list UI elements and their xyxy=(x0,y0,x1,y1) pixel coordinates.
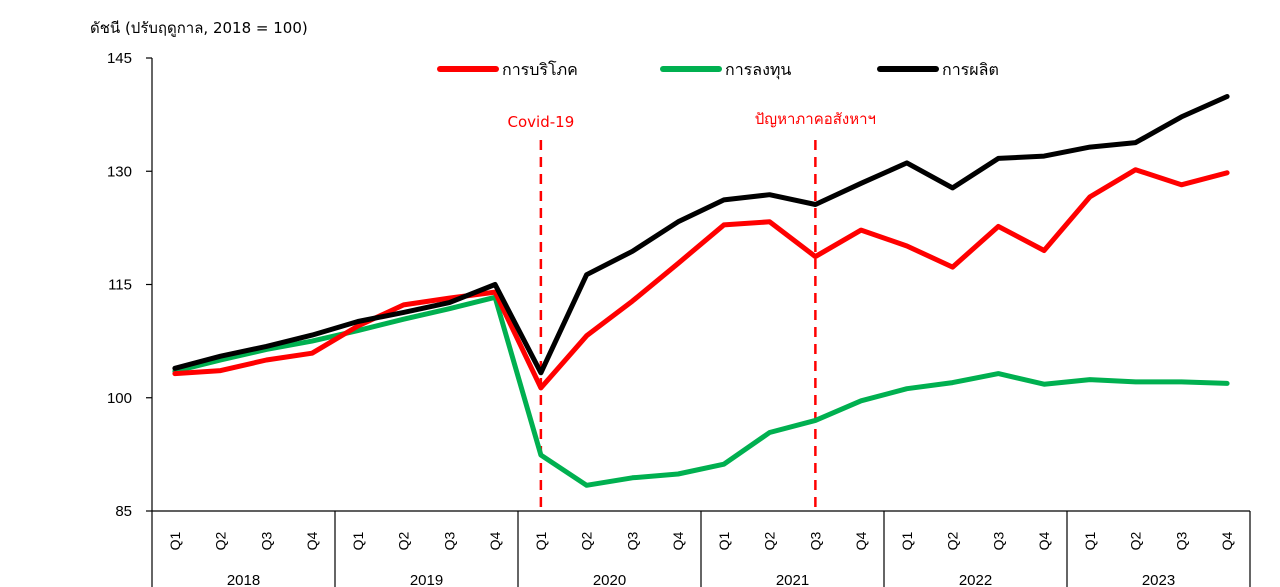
annotation-label: ปัญหาภาคอสังหาฯ xyxy=(755,110,876,128)
y-tick-label: 145 xyxy=(107,50,132,67)
series-line xyxy=(172,294,1230,488)
x-tick-label-quarter: Q2 xyxy=(945,531,961,550)
x-tick-label-year: 2019 xyxy=(410,572,443,587)
x-tick-label-quarter: Q4 xyxy=(1036,531,1052,550)
x-tick-label-quarter: Q2 xyxy=(213,531,229,550)
annotation-label: Covid-19 xyxy=(508,113,575,131)
x-tick-label-quarter: Q1 xyxy=(1082,531,1098,550)
x-tick-label-year: 2023 xyxy=(1142,572,1175,587)
x-tick-label-quarter: Q2 xyxy=(579,531,595,550)
x-tick-label-quarter: Q2 xyxy=(396,531,412,550)
series-line xyxy=(172,94,1230,376)
x-tick-label-quarter: Q1 xyxy=(167,531,183,550)
series-line xyxy=(172,167,1230,391)
legend-label: การบริโภค xyxy=(502,60,578,79)
x-tick-label-quarter: Q1 xyxy=(533,531,549,550)
x-tick-label-quarter: Q4 xyxy=(853,531,869,550)
x-tick-label-quarter: Q4 xyxy=(487,531,503,550)
y-tick-label: 85 xyxy=(115,503,132,520)
legend-label: การผลิต xyxy=(942,60,999,79)
x-tick-labels: Q1 Q2 Q3 Q4 Q1 Q2 Q3 Q4 Q1 Q2 Q3 Q4 Q1 Q2 Q3 Q4 Q1 Q2 Q3 Q4… xyxy=(167,531,1235,587)
x-tick-label-quarter: Q1 xyxy=(716,531,732,550)
legend: การบริโภค การลงทุน การผลิต xyxy=(437,60,999,80)
x-tick-label-quarter: Q3 xyxy=(807,531,823,550)
x-tick-label-quarter: Q3 xyxy=(624,531,640,550)
x-tick-label-quarter: Q3 xyxy=(258,531,274,550)
x-tick-label-quarter: Q3 xyxy=(990,531,1006,550)
axes xyxy=(146,57,1251,587)
x-tick-label-year: 2021 xyxy=(776,572,809,587)
x-tick-label-quarter: Q4 xyxy=(670,531,686,550)
x-tick-label-quarter: Q2 xyxy=(762,531,778,550)
x-tick-label-year: 2022 xyxy=(959,572,992,587)
series-lines xyxy=(172,94,1230,488)
y-tick-label: 100 xyxy=(107,390,132,407)
y-tick-label: 115 xyxy=(108,277,132,294)
x-tick-label-year: 2020 xyxy=(593,572,626,587)
y-tick-labels: 145 130 115 100 85 xyxy=(107,50,132,520)
x-tick-label-quarter: Q2 xyxy=(1128,531,1144,550)
x-tick-label-quarter: Q4 xyxy=(1219,531,1235,550)
x-tick-label-quarter: Q1 xyxy=(899,531,915,550)
y-axis-title: ดัชนี (ปรับฤดูกาล, 2018 = 100) xyxy=(90,19,308,37)
x-tick-label-quarter: Q3 xyxy=(1173,531,1189,550)
legend-label: การลงทุน xyxy=(725,60,791,80)
annotations: Covid-19 ปัญหาภาคอสังหาฯ xyxy=(508,110,876,509)
x-tick-label-year: 2018 xyxy=(227,572,260,587)
x-tick-label-quarter: Q3 xyxy=(441,531,457,550)
x-tick-label-quarter: Q1 xyxy=(350,531,366,550)
y-tick-label: 130 xyxy=(107,163,132,180)
x-tick-label-quarter: Q4 xyxy=(304,531,320,550)
